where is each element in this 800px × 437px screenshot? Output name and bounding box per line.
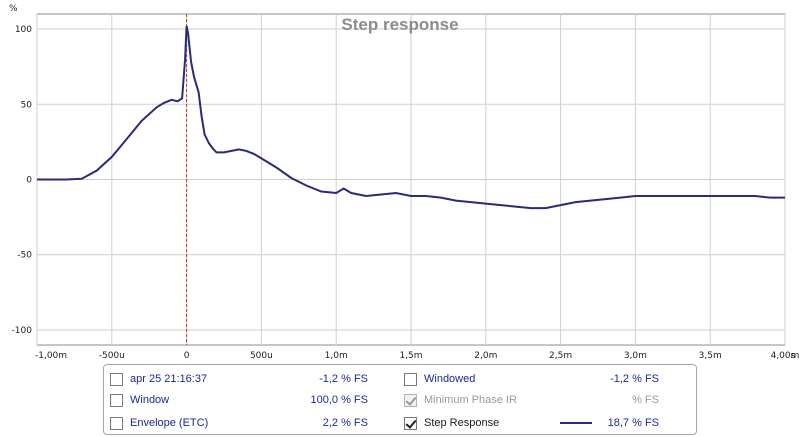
legend-item-value: 100,0 % FS bbox=[310, 394, 368, 406]
minimum-phase-ir-checkbox bbox=[404, 393, 417, 407]
legend-item-minimum-phase-ir: Minimum Phase IR % FS bbox=[404, 391, 659, 409]
legend-item-value: % FS bbox=[632, 394, 659, 406]
legend-item-label: Window bbox=[130, 394, 170, 406]
legend-item-label: Step Response bbox=[424, 417, 500, 429]
legend-item-value: 2,2 % FS bbox=[322, 417, 368, 429]
x-axis-unit-label: s bbox=[791, 351, 796, 361]
step-response-plot[interactable]: -1,00m -500u 0 500u 1,0m 1,5m 2,0m 2,5m 3,0m 3,5m… bbox=[0, 0, 800, 364]
legend-item-window[interactable]: Window 100,0 % FS bbox=[110, 391, 368, 409]
legend-item-label: apr 25 21:16:37 bbox=[130, 373, 208, 385]
y-tick-label: -50 bbox=[17, 251, 32, 261]
x-tick-label: 3,5m bbox=[699, 351, 722, 361]
legend-item-measurement[interactable]: apr 25 21:16:37 -1,2 % FS bbox=[110, 370, 368, 388]
y-tick-label: 100 bbox=[15, 25, 32, 35]
legend-item-envelope[interactable]: Envelope (ETC) 2,2 % FS bbox=[110, 414, 368, 432]
envelope-checkbox[interactable] bbox=[110, 416, 123, 430]
window-checkbox[interactable] bbox=[110, 393, 123, 407]
y-tick-label: 50 bbox=[21, 100, 33, 110]
y-tick-label: 0 bbox=[26, 176, 32, 186]
x-tick-label: -500u bbox=[99, 351, 125, 361]
legend-item-windowed[interactable]: Windowed -1,2 % FS bbox=[404, 370, 659, 388]
measurement-checkbox[interactable] bbox=[110, 372, 123, 386]
x-tick-label: 500u bbox=[250, 351, 273, 361]
x-tick-label: 0 bbox=[184, 351, 190, 361]
step-response-swatch bbox=[560, 422, 592, 424]
chart-title: Step response bbox=[341, 15, 458, 34]
legend-panel: apr 25 21:16:37 -1,2 % FS Window 100,0 %… bbox=[103, 364, 697, 435]
x-tick-label: 3,0m bbox=[624, 351, 647, 361]
x-tick-label: -1,00m bbox=[35, 351, 67, 361]
y-axis-unit-label: % bbox=[9, 4, 18, 14]
x-tick-label: 1,0m bbox=[325, 351, 348, 361]
x-tick-label: 4,00m bbox=[771, 351, 800, 361]
x-axis-ticks: -1,00m -500u 0 500u 1,0m 1,5m 2,0m 2,5m 3,0m 3,5m… bbox=[35, 351, 799, 361]
legend-item-label: Envelope (ETC) bbox=[130, 417, 209, 429]
x-tick-label: 1,5m bbox=[399, 351, 422, 361]
y-tick-label: -100 bbox=[12, 326, 33, 336]
windowed-checkbox[interactable] bbox=[404, 372, 417, 386]
x-tick-label: 2,5m bbox=[549, 351, 572, 361]
legend-item-step-response[interactable]: Step Response 18,7 % FS bbox=[404, 414, 659, 432]
step-response-line bbox=[37, 25, 785, 210]
step-response-checkbox[interactable] bbox=[404, 416, 417, 430]
legend-item-label: Minimum Phase IR bbox=[424, 394, 517, 406]
legend-item-label: Windowed bbox=[424, 373, 476, 385]
x-tick-label: 2,0m bbox=[474, 351, 497, 361]
legend-item-value: -1,2 % FS bbox=[319, 373, 368, 385]
y-axis-ticks: 100 50 0 -50 -100 bbox=[12, 25, 33, 336]
legend-item-value: 18,7 % FS bbox=[607, 417, 659, 429]
legend-item-value: -1,2 % FS bbox=[610, 373, 659, 385]
